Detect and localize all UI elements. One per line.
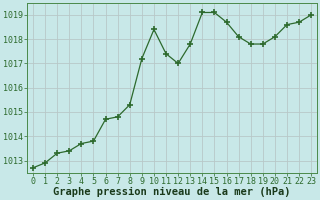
X-axis label: Graphe pression niveau de la mer (hPa): Graphe pression niveau de la mer (hPa): [53, 187, 291, 197]
